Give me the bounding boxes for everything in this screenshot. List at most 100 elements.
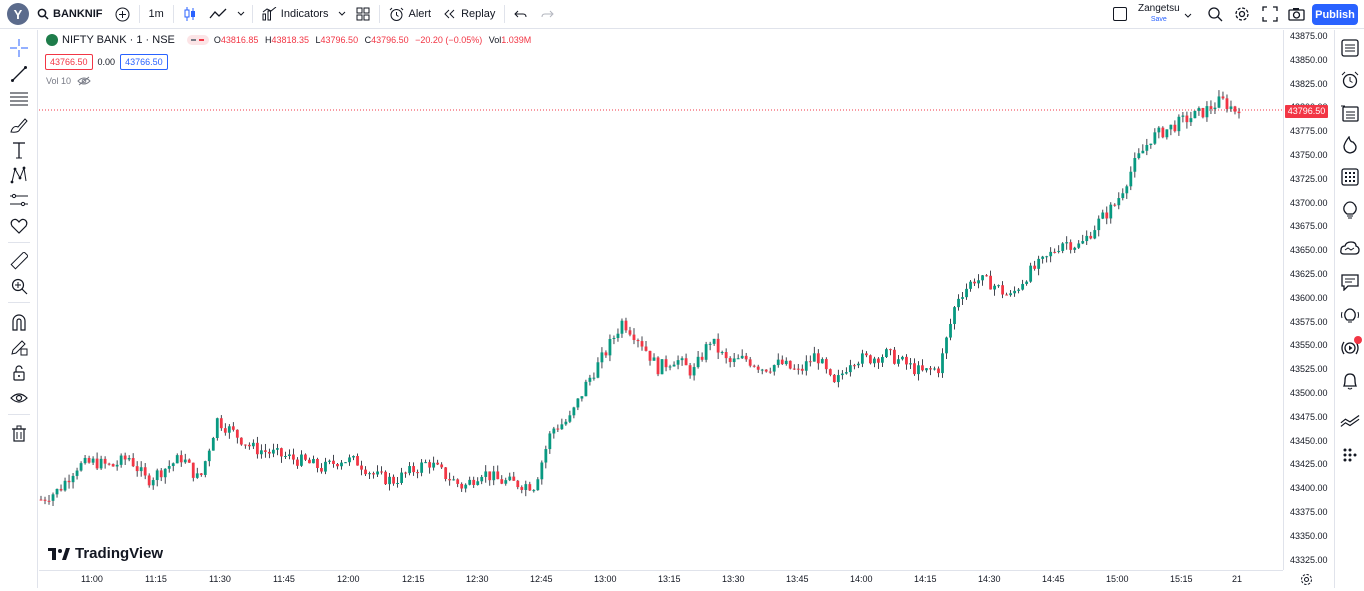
sell-price-button[interactable]: 43766.50 — [45, 54, 93, 70]
alert-button[interactable]: Alert — [383, 0, 437, 29]
layout-dropdown[interactable] — [1184, 10, 1192, 22]
streams-button[interactable] — [1340, 239, 1360, 259]
candles-style-button[interactable] — [177, 0, 203, 29]
trend-line-tool[interactable] — [9, 64, 29, 84]
fib-tool[interactable] — [9, 89, 29, 109]
candle-body — [568, 415, 572, 422]
prediction-tool[interactable] — [9, 190, 29, 210]
chart-type-dropdown[interactable] — [233, 0, 249, 29]
trading-panel-button[interactable] — [1340, 411, 1360, 431]
candle-body — [416, 472, 420, 474]
time-tick-label: 14:30 — [978, 574, 1001, 584]
tradingview-logo[interactable]: TradingView — [48, 545, 163, 562]
chats-button[interactable] — [1340, 272, 1360, 292]
avatar[interactable]: Y — [7, 3, 29, 25]
layouts-button[interactable] — [350, 0, 376, 29]
legend-symbol-title[interactable]: NIFTY BANK · 1 · NSE — [62, 34, 175, 46]
candle-body — [852, 365, 856, 367]
lock-drawings-tool[interactable] — [9, 363, 29, 383]
hotlists-button[interactable] — [1340, 135, 1360, 155]
alerts-button[interactable] — [1340, 70, 1360, 90]
interval-button[interactable]: 1m — [148, 8, 164, 20]
compare-button[interactable] — [109, 0, 136, 29]
candle-body — [604, 352, 608, 356]
publish-button[interactable]: Publish — [1312, 4, 1358, 25]
pattern-tool[interactable] — [9, 165, 29, 185]
remove-drawings-tool[interactable] — [9, 424, 29, 444]
candle-body — [428, 462, 432, 468]
candle-body — [107, 463, 111, 465]
object-tree-button[interactable] — [1340, 103, 1360, 123]
candle-body — [804, 361, 808, 371]
indicators-button[interactable]: Indicators — [256, 0, 335, 29]
candle-body — [199, 473, 203, 475]
volume-study-legend[interactable]: Vol 10 — [46, 76, 91, 86]
symbol-search[interactable]: BANKNIF — [35, 0, 109, 29]
candle-body — [83, 457, 87, 464]
crosshair-tool[interactable] — [9, 38, 29, 58]
chart-pane[interactable] — [39, 30, 1282, 570]
magnet-tool[interactable] — [9, 312, 29, 332]
candle-body — [612, 337, 616, 339]
layout-grid-icon — [356, 7, 370, 21]
time-axis[interactable]: 11:00 11:15 11:30 11:45 12:00 12:15 12:30 12:45… — [39, 570, 1283, 588]
alert-label: Alert — [408, 8, 432, 20]
ruler-tool[interactable] — [9, 251, 29, 271]
hide-drawings-tool[interactable] — [9, 388, 29, 408]
price-chart[interactable] — [39, 30, 1282, 570]
market-status-badge[interactable] — [186, 35, 209, 45]
layout-name-button[interactable]: Zangetsu Save — [1138, 3, 1180, 25]
candle-body — [993, 285, 996, 290]
line-style-button[interactable] — [203, 0, 233, 29]
replay-label: Replay — [461, 8, 496, 20]
alerts-bell-button[interactable] — [1340, 371, 1360, 391]
zoom-in-tool[interactable] — [9, 276, 29, 296]
price-tick-label: 43625.00 — [1290, 269, 1328, 279]
candle-body — [492, 471, 496, 481]
candle-body — [868, 355, 872, 364]
candle-body — [432, 462, 436, 468]
divider — [504, 5, 506, 23]
ideas-button[interactable] — [1340, 200, 1360, 220]
candle-body — [396, 483, 399, 485]
candle-body — [1185, 115, 1189, 123]
gear-icon — [1301, 574, 1312, 585]
line-chart-icon — [209, 8, 227, 19]
axis-settings-button[interactable] — [1300, 573, 1313, 591]
fullscreen-button[interactable] — [1262, 6, 1278, 25]
text-tool[interactable] — [9, 140, 29, 160]
watchlist-button[interactable] — [1340, 38, 1360, 58]
more-tools-button[interactable] — [1340, 445, 1360, 465]
keep-drawing-tool[interactable] — [9, 337, 29, 357]
candle-body — [1033, 265, 1037, 269]
time-tick-label: 12:00 — [337, 574, 360, 584]
replay-button[interactable]: Replay — [437, 0, 501, 29]
ruler-icon — [10, 252, 28, 270]
redo-button[interactable] — [534, 0, 560, 29]
live-streams-button[interactable] — [1340, 336, 1362, 358]
candle-body — [155, 470, 159, 481]
candle-body — [893, 349, 896, 364]
buy-price-button[interactable]: 43766.50 — [120, 54, 168, 70]
chart-legend: NIFTY BANK · 1 · NSE O43816.85 H43818.35… — [46, 34, 531, 46]
settings-button[interactable] — [1234, 6, 1250, 25]
candle-body — [1177, 116, 1181, 132]
snapshot-button[interactable] — [1288, 6, 1305, 25]
gear-icon — [1235, 7, 1249, 21]
candle-body — [91, 458, 95, 463]
undo-button[interactable] — [508, 0, 534, 29]
indicators-dropdown[interactable] — [334, 0, 350, 29]
icons-tool[interactable] — [9, 216, 29, 236]
fullscreen-layout-toggle[interactable] — [1113, 7, 1127, 21]
brush-tool[interactable] — [9, 115, 29, 135]
candle-body — [127, 458, 131, 460]
price-tick-label: 43775.00 — [1290, 126, 1328, 137]
notifications-button[interactable] — [1340, 306, 1360, 326]
eye-hidden-icon[interactable] — [77, 76, 91, 86]
candle-body — [39, 499, 43, 501]
candle-body — [1045, 256, 1049, 258]
candle-body — [632, 334, 636, 341]
calendar-button[interactable] — [1340, 167, 1360, 187]
candle-body — [67, 480, 71, 483]
quick-search-button[interactable] — [1207, 6, 1223, 25]
